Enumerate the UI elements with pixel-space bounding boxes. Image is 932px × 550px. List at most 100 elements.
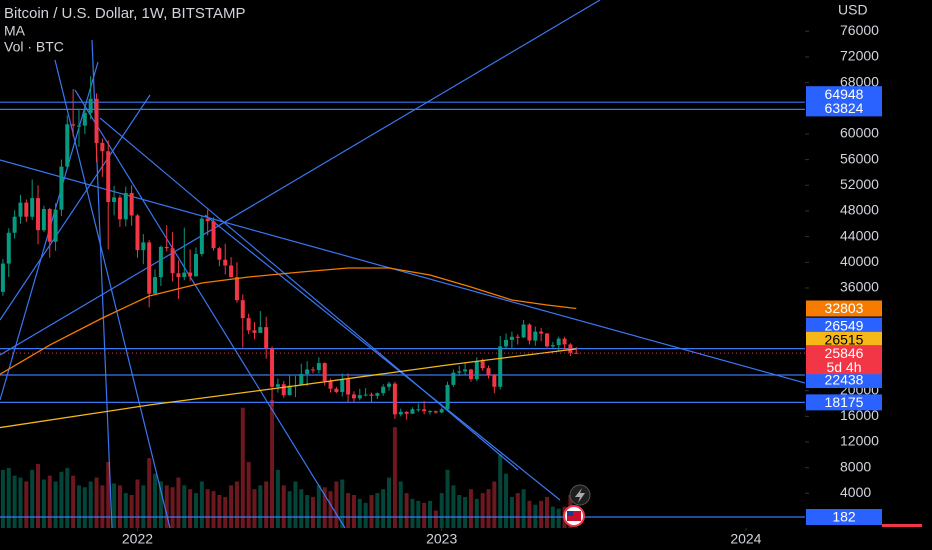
candle-body	[533, 331, 538, 341]
volume-bar	[410, 498, 415, 528]
volume-bar	[205, 489, 210, 528]
indicator-label: Vol · BTC	[4, 39, 64, 55]
level-price-label: 63824	[825, 100, 864, 116]
volume-bar	[351, 495, 356, 528]
candle-body	[521, 324, 526, 338]
candle-body	[340, 379, 345, 392]
volume-bar	[246, 462, 251, 528]
volume-bar	[88, 481, 93, 528]
candle-body	[416, 409, 421, 411]
candle-body	[539, 331, 544, 334]
volume-bar	[392, 427, 397, 528]
volume-bar	[498, 454, 503, 528]
lightning-glyph	[575, 488, 585, 503]
volume-bar	[217, 495, 222, 528]
candle-body	[164, 246, 169, 249]
level-price-label-bg	[806, 86, 882, 103]
volume-bar	[82, 487, 87, 528]
ma-price-label-bg	[806, 300, 882, 317]
candle-body	[451, 372, 456, 385]
volume-bar	[129, 495, 134, 528]
candle-body	[463, 369, 468, 372]
volume-bar	[193, 493, 198, 528]
candle-body	[30, 198, 35, 217]
candle-body	[36, 198, 41, 231]
candle-body	[6, 232, 11, 264]
volume-bar	[65, 467, 70, 528]
volume-bar	[59, 471, 64, 528]
candle-body	[0, 263, 5, 292]
volume-bar	[258, 485, 263, 528]
volume-bar	[112, 483, 117, 528]
candle-body	[398, 411, 403, 415]
candle-body	[305, 369, 310, 374]
candle-body	[135, 215, 140, 251]
candle-body	[240, 300, 245, 319]
y-tick-label: 4000	[840, 484, 871, 500]
volume-bar	[71, 475, 76, 528]
volume-bar	[509, 496, 514, 528]
candle-body	[445, 384, 450, 410]
candle-body	[252, 330, 257, 333]
candle-body	[387, 383, 392, 387]
last-price-label-bg	[806, 345, 882, 362]
axis-marker	[882, 524, 922, 527]
candle-body	[141, 242, 146, 251]
volume-bar	[381, 489, 386, 528]
candle-body	[223, 259, 228, 266]
candle-body	[205, 218, 210, 222]
candle-body	[457, 371, 462, 373]
x-tick-label: 2022	[122, 531, 153, 547]
candle-body	[381, 386, 386, 394]
volume-bar	[293, 481, 298, 528]
volume-bar	[457, 495, 462, 528]
candle-body	[229, 265, 234, 278]
volume-bar	[316, 485, 321, 528]
volume-bar	[47, 475, 52, 528]
candle-body	[100, 142, 105, 152]
volume-bar	[404, 493, 409, 528]
volume-bar	[281, 485, 286, 528]
candle-body	[193, 253, 198, 277]
y-tick-label: 68000	[840, 73, 879, 89]
level-price-label: 18175	[825, 394, 864, 410]
volume-bar	[158, 481, 163, 528]
flag-canton	[567, 511, 573, 516]
candle-body	[562, 338, 567, 345]
volume-bar	[141, 485, 146, 528]
volume-bar	[310, 496, 315, 528]
candle-body	[334, 388, 339, 392]
volume-bar	[234, 481, 239, 528]
level-price-label-bg	[806, 394, 882, 411]
y-tick-label: 72000	[840, 48, 879, 64]
candle-body	[375, 393, 380, 396]
y-tick-label: 12000	[840, 433, 879, 449]
candle-body	[281, 384, 286, 396]
volume-bar	[492, 481, 497, 528]
volume-bar	[299, 489, 304, 528]
volume-bar	[135, 479, 140, 528]
candle-body	[480, 361, 485, 369]
candle-body	[492, 375, 497, 387]
candle-body	[234, 277, 239, 301]
candle-body	[498, 346, 503, 387]
volume-bar	[463, 496, 468, 528]
candle-body	[299, 373, 304, 386]
volume-bar	[468, 489, 473, 528]
candle-body	[410, 409, 415, 414]
candle-body	[59, 166, 64, 210]
candle-body	[545, 333, 550, 347]
candle-body	[176, 273, 181, 278]
y-tick-label: 60000	[840, 125, 879, 141]
volume-bar	[147, 458, 152, 528]
candle-body	[363, 394, 368, 396]
x-tick-label: 2023	[426, 531, 457, 547]
x-tick-label: 2024	[730, 531, 761, 547]
currency-label: USD	[838, 2, 868, 18]
volume-bar	[176, 477, 181, 528]
volume-bar	[188, 489, 193, 528]
candle-body	[41, 209, 46, 231]
volume-bar	[270, 400, 275, 528]
flag-glyph	[567, 511, 581, 521]
candle-body	[504, 339, 509, 347]
